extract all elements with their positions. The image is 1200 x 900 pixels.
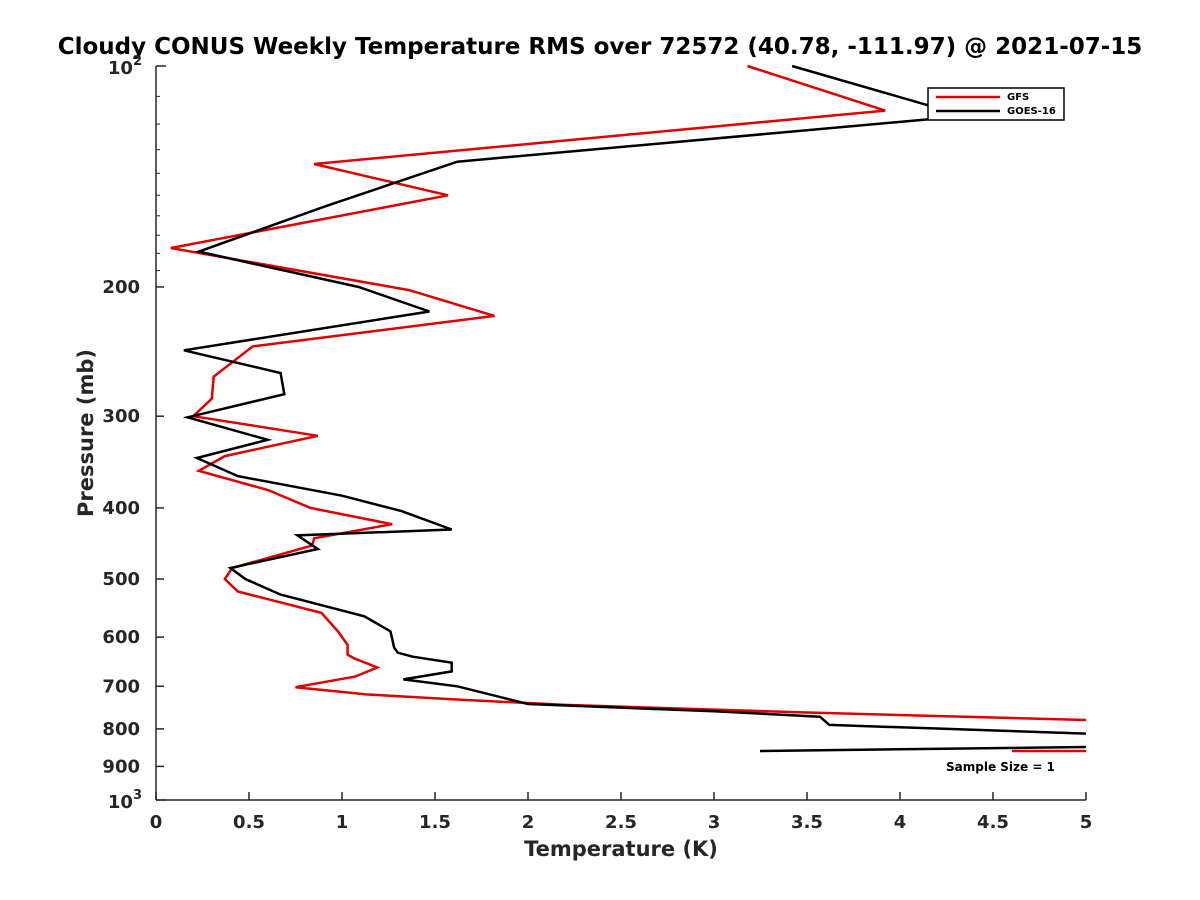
y-decade-exponent: 2 [133, 54, 142, 69]
x-tick-label: 0 [150, 812, 163, 833]
chart-title: Cloudy CONUS Weekly Temperature RMS over… [58, 34, 1143, 60]
series-line-gfs [170, 64, 1087, 722]
legend-gfs-label: GFS [1007, 92, 1029, 103]
y-tick-label: 700 [102, 676, 140, 697]
y-tick-label: 200 [102, 277, 140, 298]
y-tick-label: 800 [102, 719, 140, 740]
y-tick-label: 500 [102, 569, 140, 590]
y-tick-label: 400 [102, 498, 140, 519]
series-line-goes-16 [182, 64, 1087, 735]
y-decade-label: 102 [108, 54, 142, 79]
y-tick-label: 600 [102, 627, 140, 648]
x-tick-label: 2 [522, 812, 535, 833]
y-tick-label: 900 [102, 756, 140, 777]
x-tick-label: 4.5 [977, 812, 1009, 833]
y-decade-base: 10 [108, 58, 133, 79]
x-tick-label: 3.5 [791, 812, 823, 833]
goes16-lower-segment [759, 745, 1087, 753]
x-ticks: 0 0.5 1 1.5 2 2.5 3 3.5 4 4.5 5 [150, 792, 1093, 833]
plot-area: 0 0.5 1 1.5 2 2.5 3 3.5 4 4.5 5 200 300 400 500 600 700… [102, 54, 1092, 833]
sample-size-annotation: Sample Size = 1 [946, 760, 1055, 774]
x-tick-label: 5 [1080, 812, 1093, 833]
truncated-segments [759, 745, 1087, 753]
legend-box [927, 87, 1065, 121]
series-layer [170, 64, 1087, 735]
x-axis-label: Temperature (K) [524, 837, 718, 861]
y-axis-label: Pressure (mb) [74, 349, 98, 517]
y-decade-base: 10 [108, 792, 133, 813]
y-decade-label: 103 [108, 788, 142, 813]
legend-goes16-label: GOES-16 [1007, 106, 1056, 117]
y-decade-exponent: 3 [133, 788, 142, 803]
legend: GFS GOES-16 [927, 87, 1065, 121]
x-tick-label: 3 [708, 812, 721, 833]
y-tick-label: 300 [102, 406, 140, 427]
x-tick-label: 0.5 [233, 812, 265, 833]
x-tick-label: 1.5 [419, 812, 451, 833]
x-tick-label: 1 [336, 812, 349, 833]
x-tick-label: 4 [894, 812, 907, 833]
x-tick-label: 2.5 [605, 812, 637, 833]
